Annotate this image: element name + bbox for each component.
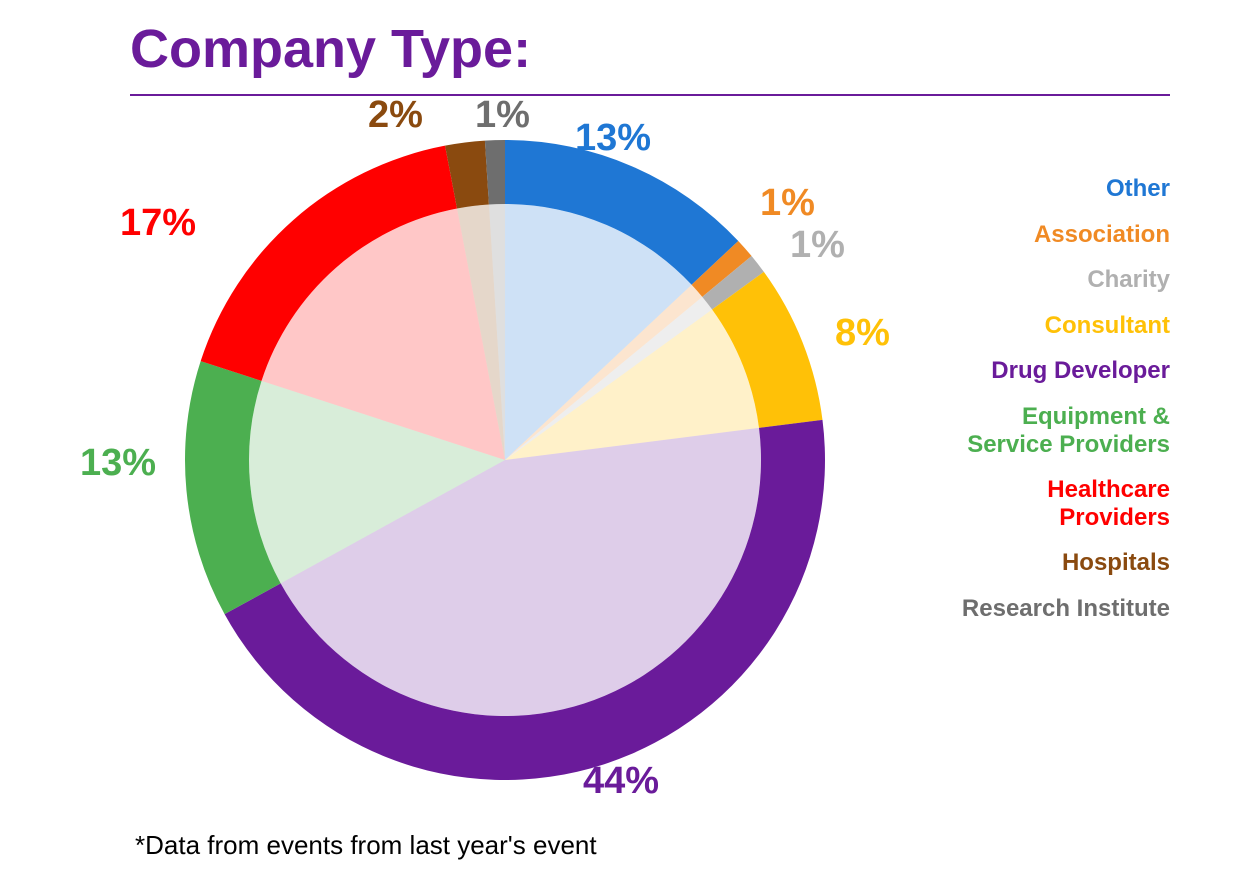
legend-item-other: Other [940, 175, 1170, 203]
pie-label-equip: 13% [80, 442, 156, 485]
legend-item-consultant: Consultant [940, 312, 1170, 340]
pie-label-consultant: 8% [835, 312, 890, 355]
footnote: *Data from events from last year's event [135, 830, 597, 861]
pie-label-healthcare: 17% [120, 202, 196, 245]
legend: Other Association Charity Consultant Drug De… [940, 175, 1170, 641]
pie-label-drugdev: 44% [583, 760, 659, 803]
legend-item-association: Association [940, 221, 1170, 249]
legend-item-charity: Charity [940, 266, 1170, 294]
pie-label-charity: 1% [790, 224, 845, 267]
legend-item-hospitals: Hospitals [940, 549, 1170, 577]
pie-label-hospitals: 2% [368, 94, 423, 137]
pie-label-other: 13% [575, 117, 651, 160]
legend-item-drugdev: Drug Developer [940, 357, 1170, 385]
legend-item-equip: Equipment &Service Providers [940, 403, 1170, 458]
legend-item-healthcare: HealthcareProviders [940, 476, 1170, 531]
legend-item-research: Research Institute [940, 595, 1170, 623]
pie-label-research: 1% [475, 94, 530, 137]
pie-label-association: 1% [760, 182, 815, 225]
